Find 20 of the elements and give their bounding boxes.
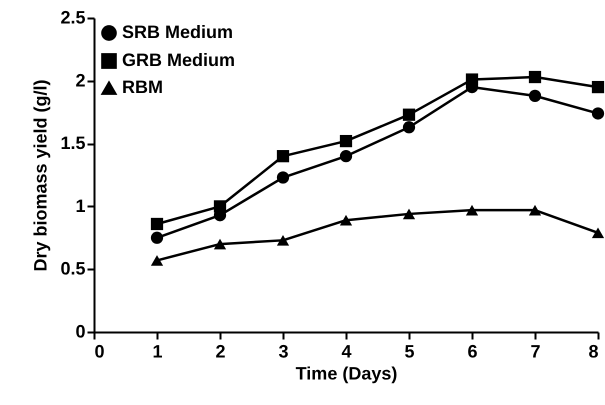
- y-tick-label: 2.5: [60, 8, 86, 28]
- x-tick-label: 6: [467, 342, 478, 362]
- legend-label: RBM: [122, 77, 163, 97]
- x-tick-label: 5: [404, 342, 415, 362]
- legend-label: GRB Medium: [122, 50, 236, 70]
- y-tick-label: 1: [75, 196, 86, 216]
- legend-label: SRB Medium: [122, 22, 234, 42]
- x-tick-label: 4: [341, 342, 352, 362]
- x-tick-label: 2: [215, 342, 226, 362]
- y-axis-title: Dry biomass yield (g/l): [30, 79, 50, 272]
- x-tick-label: 7: [530, 342, 541, 362]
- x-tick-label: 3: [278, 342, 289, 362]
- x-tick-label: 1: [152, 342, 163, 362]
- y-tick-label: 0.5: [60, 258, 86, 279]
- y-tick-label: 1.5: [60, 133, 86, 154]
- x-tick-label: 0: [94, 342, 105, 362]
- y-tick-label: 2: [75, 70, 86, 90]
- y-tick-label: 0: [75, 322, 86, 342]
- x-axis-title: Time (Days): [296, 364, 398, 384]
- x-tick-label: 8: [588, 342, 598, 362]
